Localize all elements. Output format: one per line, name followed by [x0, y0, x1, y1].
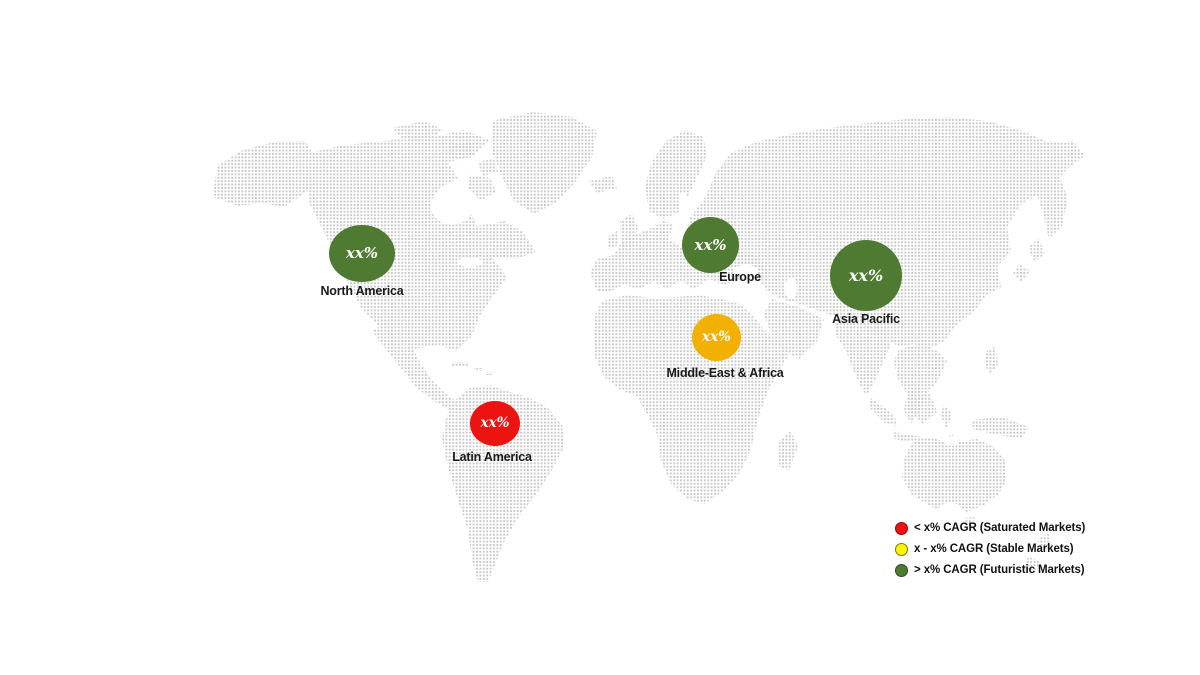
legend-item-saturated-label: < x% CAGR (Saturated Markets) [914, 522, 1086, 534]
legend-item-stable: x - x% CAGR (Stable Markets) [895, 542, 1085, 556]
region-label-latin-america: Latin America [452, 450, 532, 464]
legend-item-futuristic-label: > x% CAGR (Futuristic Markets) [914, 564, 1085, 576]
stable-markets-dot-icon [895, 542, 908, 556]
marker-middle-east-africa-value: xx% [702, 328, 731, 345]
marker-europe-value: xx% [694, 235, 727, 254]
marker-latin-america: xx% [470, 401, 520, 446]
marker-north-america-value: xx% [345, 244, 379, 262]
legend-item-futuristic: > x% CAGR (Futuristic Markets) [895, 563, 1085, 577]
continents [213, 112, 1085, 582]
region-label-europe: Europe [719, 270, 761, 284]
region-label-asia-pacific: Asia Pacific [832, 312, 900, 326]
region-label-north-america: North America [320, 284, 404, 298]
marker-latin-america-value: xx% [480, 414, 510, 431]
futuristic-markets-dot-icon [895, 563, 908, 577]
sea-cutouts [431, 187, 961, 515]
marker-middle-east-africa: xx% [692, 314, 741, 361]
legend-item-saturated: < x% CAGR (Saturated Markets) [895, 521, 1085, 535]
saturated-markets-dot-icon [895, 521, 908, 535]
marker-asia-pacific-value: xx% [848, 265, 884, 285]
legend-item-stable-label: x - x% CAGR (Stable Markets) [914, 543, 1074, 555]
marker-asia-pacific: xx% [830, 240, 902, 311]
region-label-middle-east-africa: Middle-East & Africa [666, 366, 784, 380]
marker-north-america: xx% [329, 225, 395, 282]
marker-europe: xx% [682, 217, 739, 273]
legend: < x% CAGR (Saturated Markets) x - x% CAG… [895, 521, 1085, 584]
